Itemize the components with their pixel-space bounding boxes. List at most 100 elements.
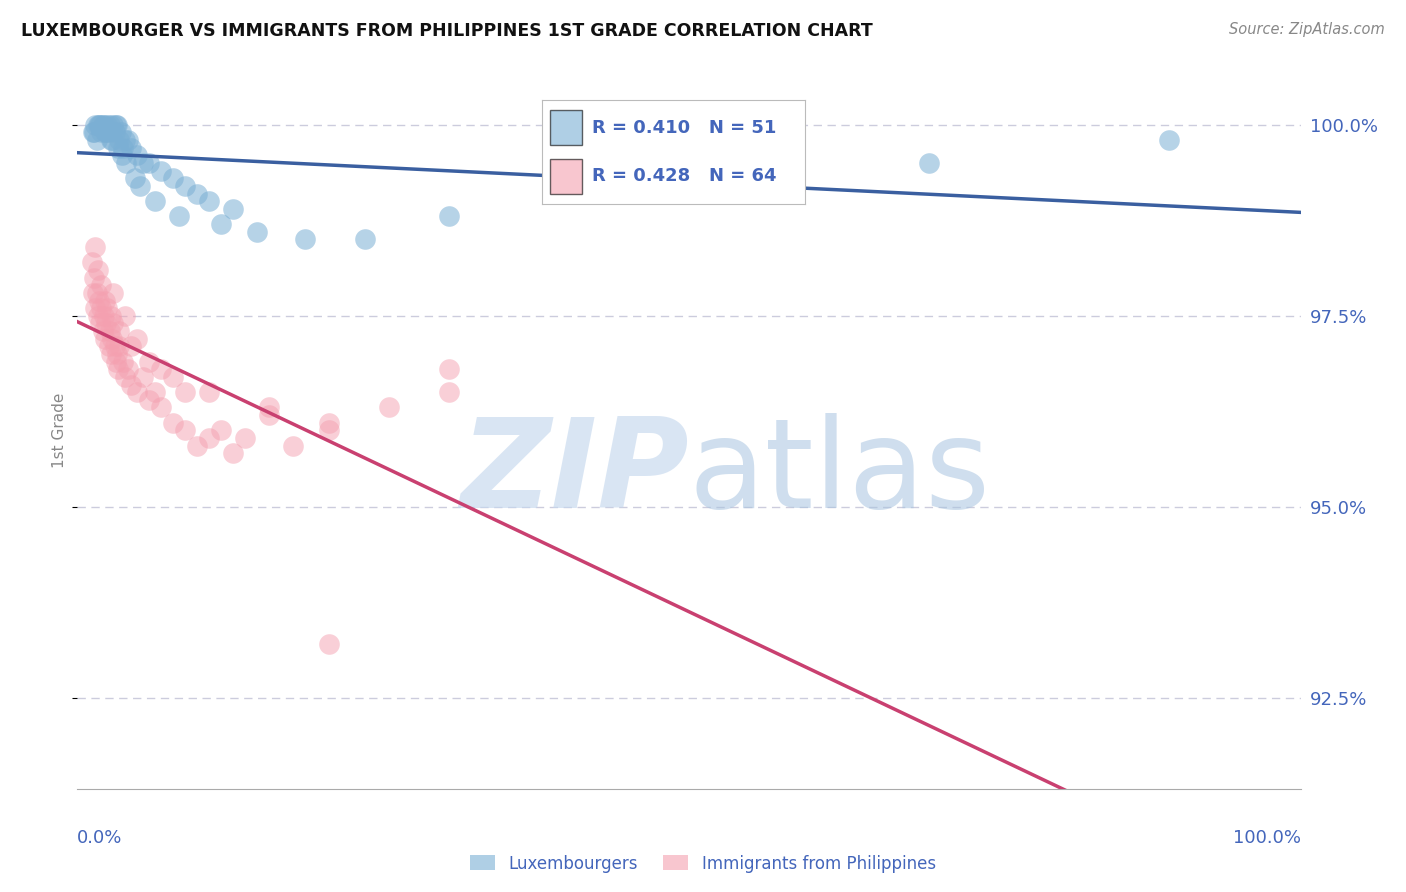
Point: [114, 370, 136, 384]
Point: [222, 446, 245, 460]
Point: [107, 362, 129, 376]
Point: [98, 324, 121, 338]
Point: [82, 126, 104, 140]
Point: [86, 309, 108, 323]
Point: [97, 339, 120, 353]
Text: ZIP: ZIP: [460, 413, 689, 534]
Point: [86, 118, 108, 132]
Text: 100.0%: 100.0%: [1233, 829, 1301, 847]
Point: [222, 202, 245, 216]
Point: [103, 118, 125, 132]
Point: [318, 416, 340, 430]
Point: [257, 408, 280, 422]
Point: [82, 285, 104, 300]
Point: [150, 163, 173, 178]
Point: [86, 133, 108, 147]
Point: [174, 178, 197, 193]
Point: [94, 126, 117, 140]
Point: [174, 424, 197, 438]
Point: [100, 347, 122, 361]
Point: [105, 347, 128, 361]
Point: [83, 126, 105, 140]
Point: [91, 118, 114, 132]
Point: [84, 240, 107, 254]
Point: [80, 255, 103, 269]
Point: [111, 141, 134, 155]
Point: [87, 118, 110, 132]
Point: [117, 362, 139, 376]
Point: [107, 141, 129, 155]
Text: Source: ZipAtlas.com: Source: ZipAtlas.com: [1229, 22, 1385, 37]
Point: [110, 126, 132, 140]
Point: [150, 362, 173, 376]
Point: [138, 354, 160, 368]
Point: [108, 339, 131, 353]
Point: [198, 431, 221, 445]
Point: [96, 301, 118, 315]
Point: [84, 118, 107, 132]
Point: [132, 370, 155, 384]
Point: [124, 171, 146, 186]
Point: [257, 401, 280, 415]
Point: [108, 324, 131, 338]
Point: [84, 301, 107, 315]
Text: LUXEMBOURGER VS IMMIGRANTS FROM PHILIPPINES 1ST GRADE CORRELATION CHART: LUXEMBOURGER VS IMMIGRANTS FROM PHILIPPI…: [21, 22, 873, 40]
Point: [918, 156, 941, 170]
Point: [132, 156, 155, 170]
Point: [104, 354, 127, 368]
Point: [143, 385, 166, 400]
Point: [83, 270, 105, 285]
Point: [127, 148, 149, 162]
Point: [89, 317, 111, 331]
Point: [94, 126, 117, 140]
Point: [138, 156, 160, 170]
Point: [162, 416, 184, 430]
Point: [103, 339, 125, 353]
Point: [100, 133, 122, 147]
Point: [89, 118, 111, 132]
Point: [87, 293, 110, 308]
Point: [1157, 133, 1180, 147]
Point: [105, 118, 128, 132]
Point: [101, 133, 124, 147]
Point: [174, 385, 197, 400]
Point: [318, 424, 340, 438]
Point: [103, 126, 125, 140]
Point: [294, 232, 316, 246]
Point: [103, 285, 125, 300]
Point: [186, 439, 208, 453]
Point: [354, 232, 377, 246]
Point: [128, 178, 150, 193]
Point: [150, 401, 173, 415]
Point: [143, 194, 166, 209]
Point: [127, 385, 149, 400]
Point: [437, 210, 460, 224]
Point: [86, 263, 108, 277]
Point: [678, 178, 700, 193]
Point: [198, 194, 221, 209]
Point: [209, 217, 232, 231]
Point: [93, 309, 115, 323]
Point: [100, 309, 122, 323]
Point: [94, 317, 117, 331]
Point: [114, 309, 136, 323]
Point: [186, 186, 208, 201]
Point: [94, 293, 117, 308]
Point: [86, 285, 108, 300]
Point: [104, 118, 127, 132]
Point: [117, 133, 139, 147]
Point: [437, 385, 460, 400]
Point: [162, 171, 184, 186]
Point: [318, 637, 340, 651]
Point: [209, 424, 232, 438]
Point: [91, 324, 114, 338]
Legend: Luxembourgers, Immigrants from Philippines: Luxembourgers, Immigrants from Philippin…: [464, 848, 942, 880]
Point: [283, 439, 305, 453]
Point: [90, 126, 112, 140]
Point: [115, 156, 138, 170]
Point: [94, 332, 117, 346]
Point: [96, 118, 118, 132]
Point: [246, 225, 269, 239]
Point: [101, 332, 124, 346]
Y-axis label: 1st Grade: 1st Grade: [52, 392, 67, 468]
